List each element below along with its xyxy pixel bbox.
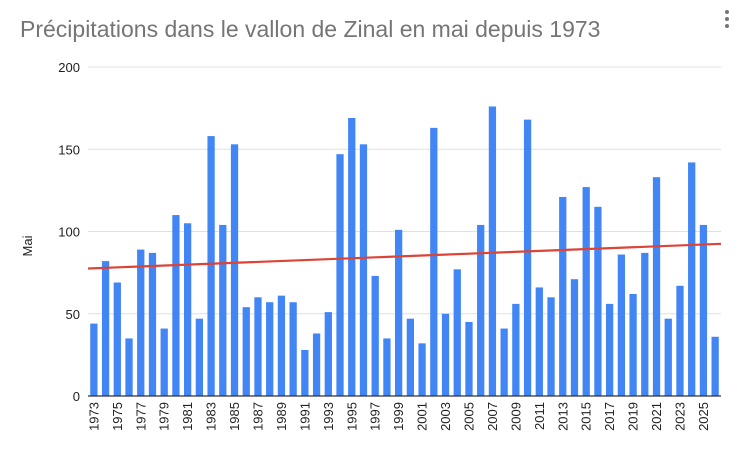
bar <box>324 312 332 396</box>
bar <box>219 224 227 396</box>
x-tick-label: 1975 <box>110 402 125 431</box>
bar <box>242 307 250 396</box>
bar <box>312 333 321 396</box>
y-axis-ticks: 0 50 100 150 200 <box>58 60 80 404</box>
bar <box>289 302 297 396</box>
bar <box>441 313 450 396</box>
bar <box>418 343 426 396</box>
bar <box>570 279 579 396</box>
bar <box>125 338 133 396</box>
bar <box>688 162 696 396</box>
bar <box>594 206 602 396</box>
x-tick-label: 2005 <box>461 402 476 431</box>
y-axis-label: Mai <box>20 235 35 256</box>
bar <box>266 302 274 396</box>
bar <box>500 328 508 396</box>
bar <box>465 321 473 396</box>
trendline <box>87 242 722 270</box>
bar <box>523 119 532 396</box>
x-tick-label: 2013 <box>555 402 570 431</box>
bar <box>207 136 215 396</box>
bar <box>348 117 356 397</box>
bar <box>336 154 344 396</box>
bar <box>641 252 649 396</box>
x-tick-label: 2019 <box>626 402 641 431</box>
x-tick-label: 2017 <box>602 402 617 431</box>
bar <box>664 318 672 396</box>
bar <box>430 127 438 397</box>
x-tick-label: 1973 <box>86 402 101 431</box>
x-tick-label: 1979 <box>157 402 172 431</box>
bar <box>137 249 145 396</box>
y-tick-label: 200 <box>58 60 80 75</box>
x-tick-label: 1989 <box>274 402 289 431</box>
bar <box>406 318 414 396</box>
bar <box>172 215 180 396</box>
x-tick-label: 1981 <box>180 402 195 431</box>
bar <box>617 254 625 396</box>
more-vert-icon[interactable] <box>722 10 732 34</box>
bar <box>277 295 286 396</box>
bar <box>113 282 121 396</box>
y-tick-label: 50 <box>66 307 80 322</box>
x-tick-label: 1995 <box>344 402 359 431</box>
x-tick-label: 2009 <box>508 402 523 431</box>
x-tick-label: 2015 <box>579 402 594 431</box>
x-tick-label: 2021 <box>649 402 664 431</box>
bar <box>547 297 555 396</box>
bar <box>652 177 661 396</box>
bar <box>148 252 157 396</box>
bar <box>195 318 203 396</box>
bar <box>699 224 708 396</box>
x-tick-label: 1993 <box>321 402 336 431</box>
x-tick-label: 1983 <box>204 402 219 431</box>
bar <box>90 323 98 396</box>
bar <box>676 285 684 396</box>
bar <box>371 275 379 396</box>
x-tick-label: 1985 <box>227 402 242 431</box>
x-tick-label: 2001 <box>415 402 430 431</box>
x-tick-label: 1991 <box>297 402 312 431</box>
y-tick-label: 0 <box>73 389 80 404</box>
bar <box>535 287 543 396</box>
bar <box>559 196 567 396</box>
y-tick-label: 150 <box>58 142 80 157</box>
x-tick-label: 1977 <box>133 402 148 431</box>
bar <box>453 269 461 396</box>
chart-title: Précipitations dans le vallon de Zinal e… <box>20 16 601 42</box>
bar <box>582 187 590 396</box>
x-tick-label: 1987 <box>250 402 265 431</box>
bar <box>383 338 391 396</box>
x-axis-ticks: 1973 1975 1977 1979 1981 1983 1985 1987 1989 1991… <box>86 402 711 431</box>
bar <box>488 106 497 396</box>
x-tick-label: 2023 <box>672 402 687 431</box>
x-tick-label: 2003 <box>438 402 453 431</box>
x-tick-label: 2007 <box>485 402 500 431</box>
bar <box>301 349 309 396</box>
x-tick-label: 2011 <box>532 402 547 430</box>
x-tick-label: 1999 <box>391 402 406 431</box>
gridlines <box>88 66 721 315</box>
bar <box>477 224 485 396</box>
bar <box>101 261 110 396</box>
x-tick-label: 1997 <box>368 402 383 431</box>
bar <box>711 336 719 396</box>
bar <box>606 303 614 396</box>
bar <box>230 144 239 396</box>
bar <box>254 297 262 396</box>
bar-series <box>90 106 719 397</box>
trendline-group <box>87 242 722 270</box>
bar <box>512 303 520 396</box>
bar <box>395 229 403 396</box>
bar <box>184 223 192 396</box>
y-tick-label: 100 <box>58 225 80 240</box>
bar <box>160 328 168 396</box>
x-tick-label: 2025 <box>696 402 711 431</box>
bar <box>359 144 368 396</box>
bar <box>629 294 637 396</box>
